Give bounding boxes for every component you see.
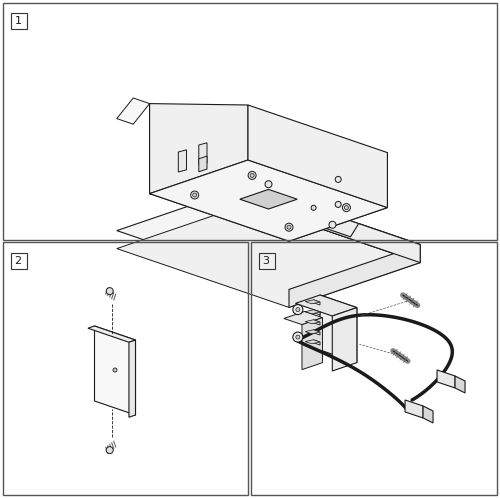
- Polygon shape: [284, 311, 323, 325]
- Polygon shape: [88, 326, 136, 342]
- Polygon shape: [296, 295, 357, 316]
- Circle shape: [285, 223, 293, 231]
- Circle shape: [311, 205, 316, 210]
- Polygon shape: [405, 400, 423, 418]
- Polygon shape: [248, 105, 388, 208]
- Text: 3: 3: [262, 256, 270, 266]
- Polygon shape: [305, 310, 320, 314]
- Polygon shape: [178, 150, 186, 172]
- Polygon shape: [305, 340, 320, 344]
- Circle shape: [296, 335, 300, 339]
- Polygon shape: [289, 151, 388, 241]
- Polygon shape: [289, 245, 420, 307]
- Polygon shape: [150, 104, 289, 241]
- Circle shape: [335, 176, 341, 182]
- Polygon shape: [314, 320, 320, 325]
- Circle shape: [293, 332, 303, 342]
- Polygon shape: [302, 318, 322, 370]
- Circle shape: [335, 201, 341, 207]
- Polygon shape: [332, 308, 357, 371]
- Circle shape: [265, 181, 272, 188]
- Polygon shape: [423, 406, 433, 423]
- Polygon shape: [240, 189, 297, 209]
- Circle shape: [192, 193, 196, 197]
- Circle shape: [293, 305, 303, 315]
- Polygon shape: [305, 320, 320, 324]
- Polygon shape: [117, 98, 150, 124]
- Polygon shape: [117, 204, 420, 307]
- Polygon shape: [129, 340, 136, 417]
- Polygon shape: [199, 143, 207, 165]
- Circle shape: [342, 204, 350, 212]
- Bar: [3, 3, 497, 240]
- Polygon shape: [314, 330, 320, 335]
- Polygon shape: [117, 186, 420, 289]
- Text: 2: 2: [14, 256, 21, 266]
- Polygon shape: [320, 295, 357, 363]
- Bar: [251, 242, 497, 495]
- Polygon shape: [94, 326, 136, 415]
- Circle shape: [190, 191, 198, 199]
- Polygon shape: [314, 340, 320, 345]
- Polygon shape: [305, 330, 320, 334]
- Circle shape: [248, 171, 256, 179]
- Text: 1: 1: [14, 16, 21, 26]
- Circle shape: [106, 288, 113, 295]
- Polygon shape: [314, 300, 320, 305]
- Circle shape: [329, 221, 336, 228]
- Polygon shape: [248, 186, 420, 262]
- Polygon shape: [305, 300, 320, 304]
- Circle shape: [296, 308, 300, 312]
- Circle shape: [106, 447, 113, 454]
- Circle shape: [113, 368, 117, 372]
- Polygon shape: [437, 370, 455, 388]
- Polygon shape: [455, 376, 465, 393]
- Bar: [3, 242, 248, 495]
- Polygon shape: [314, 310, 320, 315]
- Bar: [11, 13, 27, 29]
- Circle shape: [287, 225, 291, 229]
- Polygon shape: [150, 160, 388, 241]
- Polygon shape: [248, 186, 420, 262]
- Circle shape: [344, 206, 348, 210]
- Circle shape: [250, 173, 254, 177]
- Bar: [259, 253, 275, 269]
- Polygon shape: [199, 156, 207, 172]
- Bar: [11, 253, 27, 269]
- Polygon shape: [150, 104, 248, 194]
